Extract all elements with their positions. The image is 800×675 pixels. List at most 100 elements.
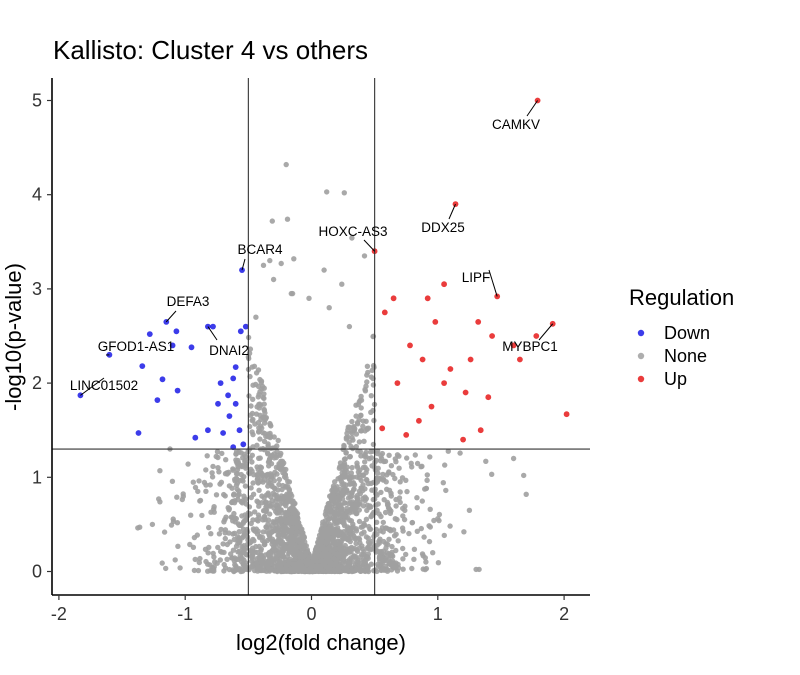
- none-point: [269, 536, 276, 542]
- none-point: [210, 463, 216, 470]
- none-point: [370, 382, 377, 388]
- none-point: [263, 524, 269, 530]
- none-point: [307, 565, 313, 572]
- none-point: [441, 532, 447, 539]
- none-point: [259, 500, 265, 506]
- none-point: [342, 456, 348, 462]
- none-point: [272, 527, 278, 534]
- none-point: [280, 470, 286, 476]
- down-point: [192, 434, 199, 441]
- none-point: [510, 455, 517, 462]
- none-point: [275, 437, 281, 444]
- none-point: [234, 486, 240, 493]
- none-point: [242, 518, 248, 524]
- none-point: [272, 556, 279, 562]
- none-point: [362, 428, 368, 434]
- down-point: [230, 375, 237, 382]
- none-point: [263, 415, 269, 421]
- none-point: [346, 508, 352, 514]
- none-point: [347, 453, 353, 460]
- none-point: [241, 474, 247, 480]
- down-point: [240, 441, 247, 448]
- gene-label-leader: [363, 239, 376, 252]
- none-point: [393, 459, 399, 465]
- none-point: [230, 467, 236, 473]
- none-point: [326, 552, 333, 559]
- none-point: [341, 521, 347, 527]
- none-point: [206, 544, 212, 551]
- none-point: [445, 448, 451, 454]
- none-point: [299, 553, 305, 559]
- none-point: [396, 465, 402, 471]
- none-point: [247, 412, 254, 418]
- none-point: [348, 474, 355, 481]
- none-point: [293, 511, 299, 517]
- none-point: [364, 466, 370, 473]
- up-point: [424, 295, 431, 302]
- none-point: [292, 500, 298, 507]
- none-point: [466, 507, 473, 513]
- none-point: [248, 403, 254, 409]
- none-point: [254, 442, 260, 448]
- none-point: [263, 472, 269, 479]
- none-point: [260, 529, 266, 535]
- none-point: [400, 545, 406, 552]
- none-point: [353, 510, 359, 517]
- none-point: [235, 534, 241, 540]
- gene-label: LINC01502: [70, 378, 138, 393]
- none-point: [361, 529, 367, 535]
- none-point: [254, 561, 260, 567]
- none-point: [378, 458, 384, 464]
- none-point: [331, 496, 338, 502]
- none-point: [256, 428, 263, 434]
- none-point: [294, 544, 300, 550]
- legend-label-up: Up: [664, 369, 687, 389]
- none-point: [159, 560, 165, 566]
- none-point: [370, 362, 377, 369]
- none-point: [351, 425, 357, 431]
- none-point: [258, 464, 265, 471]
- none-point: [350, 480, 356, 487]
- none-point: [422, 566, 428, 573]
- none-point: [276, 476, 283, 483]
- up-point: [419, 356, 426, 363]
- none-point: [355, 566, 361, 572]
- none-point: [215, 544, 221, 551]
- none-point: [349, 430, 355, 436]
- none-point: [389, 552, 395, 559]
- none-point: [233, 471, 240, 477]
- none-point: [397, 479, 403, 485]
- none-point: [359, 543, 365, 549]
- none-point: [442, 462, 448, 468]
- none-point: [340, 491, 346, 497]
- none-point: [258, 546, 264, 552]
- none-point: [376, 475, 383, 482]
- none-point: [363, 534, 370, 540]
- none-point: [333, 529, 339, 535]
- none-point: [262, 517, 268, 523]
- none-point: [324, 504, 330, 510]
- up-point: [460, 436, 466, 443]
- none-point: [246, 504, 253, 510]
- gene-label-leader: [526, 100, 538, 117]
- down-point: [232, 400, 239, 407]
- none-point: [375, 448, 381, 454]
- gene-label: DEFA3: [167, 294, 210, 309]
- none-point: [406, 530, 412, 537]
- none-point: [400, 556, 406, 562]
- up-point: [477, 427, 484, 434]
- none-point: [250, 382, 256, 388]
- none-point: [409, 520, 415, 526]
- up-point: [563, 411, 570, 418]
- none-point: [396, 495, 403, 501]
- none-point: [400, 528, 406, 534]
- none-point: [216, 531, 223, 537]
- none-point: [303, 543, 309, 549]
- none-point: [356, 518, 363, 525]
- none-point: [208, 531, 214, 537]
- none-point: [274, 494, 280, 501]
- none-point: [355, 448, 361, 454]
- none-point: [266, 433, 272, 440]
- legend-label-none: None: [664, 346, 707, 366]
- legend-key-up: [637, 375, 645, 383]
